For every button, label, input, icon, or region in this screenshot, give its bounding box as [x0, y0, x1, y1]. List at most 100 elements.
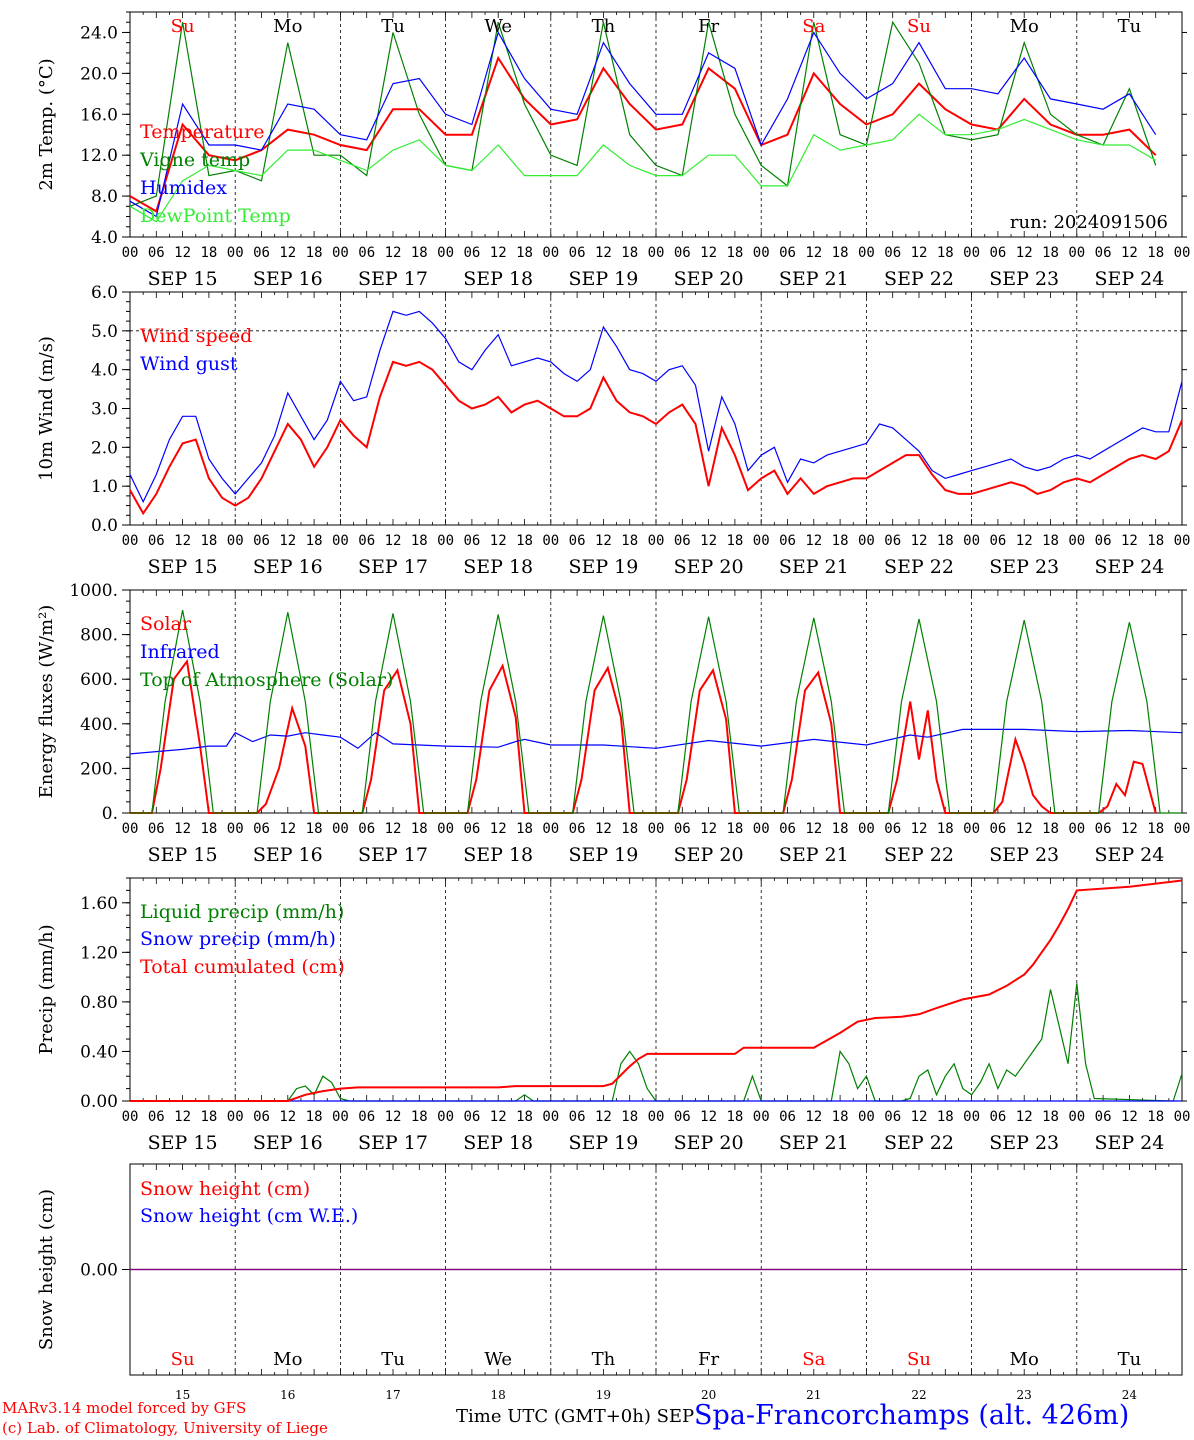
series-line: [130, 879, 1183, 1102]
hour-tick-label: 00: [858, 1109, 875, 1125]
hour-tick-label: 18: [516, 1109, 533, 1125]
weekday-label: Su: [171, 16, 195, 37]
hour-tick-label: 18: [1147, 533, 1164, 549]
hour-tick-label: 00: [332, 533, 349, 549]
date-label: SEP 15: [148, 1132, 218, 1154]
date-label: SEP 22: [884, 268, 954, 290]
hour-tick-label: 00: [858, 245, 875, 261]
hour-tick-label: 18: [621, 245, 638, 261]
weekday-label: Tu: [381, 16, 405, 37]
legend-entry: Top of Atmosphere (Solar): [140, 669, 393, 691]
hour-tick-label: 00: [1068, 821, 1085, 837]
date-label: SEP 22: [884, 1132, 954, 1154]
weekday-label: Fr: [698, 16, 719, 37]
hour-tick-label: 18: [726, 245, 743, 261]
hour-tick-label: 00: [858, 533, 875, 549]
hour-tick-label: 18: [726, 821, 743, 837]
hour-tick-label: 00: [122, 821, 139, 837]
hour-tick-label: 12: [1016, 821, 1033, 837]
hour-tick-label: 06: [779, 821, 796, 837]
legend-entry: Vigne temp: [139, 149, 250, 171]
hour-tick-label: 06: [674, 1109, 691, 1125]
date-label: SEP 18: [463, 556, 533, 578]
hour-tick-label: 12: [595, 821, 612, 837]
date-label: SEP 15: [148, 268, 218, 290]
hour-tick-label: 00: [332, 245, 349, 261]
hour-tick-label: 00: [437, 1109, 454, 1125]
hour-tick-label: 00: [437, 245, 454, 261]
hour-tick-label: 18: [937, 1109, 954, 1125]
series-line: [129, 30, 1157, 218]
hour-tick-label: 12: [1121, 1109, 1138, 1125]
hour-tick-label: 00: [122, 1109, 139, 1125]
y-tick-label: 400.: [80, 715, 118, 735]
date-label: SEP 17: [358, 844, 428, 866]
hour-tick-label: 18: [937, 821, 954, 837]
legend-entry: DewPoint Temp: [140, 205, 291, 227]
weekday-label: Th: [592, 1349, 616, 1370]
hour-tick-label: 12: [385, 821, 402, 837]
hour-tick-label: 06: [463, 533, 480, 549]
hour-tick-label: 06: [148, 245, 165, 261]
date-label: SEP 21: [779, 268, 849, 290]
hour-tick-label: 12: [595, 533, 612, 549]
date-label: SEP 20: [674, 844, 744, 866]
y-axis-label: Energy fluxes (W/m²): [36, 605, 57, 799]
hour-tick-label: 18: [832, 821, 849, 837]
y-axis-label: Snow height (cm): [36, 1189, 57, 1350]
station-title: Spa-Francorchamps (alt. 426m): [694, 1400, 1130, 1431]
date-label: SEP 20: [674, 268, 744, 290]
hour-tick-label: 00: [332, 1109, 349, 1125]
weekday-label: Mo: [273, 1349, 302, 1370]
hour-tick-label: 06: [989, 1109, 1006, 1125]
series-line: [129, 360, 1183, 516]
hour-tick-label: 00: [227, 1109, 244, 1125]
hour-tick-label: 06: [358, 821, 375, 837]
hour-tick-label: 12: [911, 821, 928, 837]
hour-tick-label: 18: [516, 245, 533, 261]
date-label: SEP 18: [463, 1132, 533, 1154]
date-label: SEP 16: [253, 556, 323, 578]
y-tick-label: 4.0: [91, 361, 118, 381]
hour-tick-label: 00: [332, 821, 349, 837]
date-label: SEP 19: [568, 556, 638, 578]
hour-tick-label: 06: [358, 533, 375, 549]
hour-tick-label: 06: [569, 245, 586, 261]
hour-tick-label: 00: [753, 1109, 770, 1125]
hour-tick-label: 06: [674, 533, 691, 549]
hour-tick-label: 06: [463, 821, 480, 837]
hour-tick-label: 18: [516, 533, 533, 549]
hour-tick-label: 06: [148, 821, 165, 837]
hour-tick-label: 18: [411, 821, 428, 837]
hour-tick-label: 06: [1095, 821, 1112, 837]
weekday-label: Mo: [1010, 16, 1039, 37]
date-label: SEP 23: [989, 268, 1059, 290]
hour-tick-label: 06: [674, 821, 691, 837]
hour-tick-label: 12: [385, 245, 402, 261]
y-tick-label: 600.: [80, 670, 118, 690]
hour-tick-label: 06: [1095, 1109, 1112, 1125]
hour-tick-label: 12: [700, 533, 717, 549]
hour-tick-label: 18: [200, 1109, 217, 1125]
hour-tick-label: 12: [595, 1109, 612, 1125]
hour-tick-label: 12: [385, 1109, 402, 1125]
hour-tick-label: 00: [648, 1109, 665, 1125]
y-tick-label: 16.0: [80, 105, 118, 125]
y-tick-label: 0.00: [80, 1092, 118, 1112]
day-number-label: 21: [806, 1388, 821, 1402]
weekday-label: Su: [171, 1349, 195, 1370]
hour-tick-label: 18: [726, 1109, 743, 1125]
y-tick-label: 5.0: [91, 322, 118, 342]
hour-tick-label: 00: [1174, 1109, 1191, 1125]
date-label: SEP 21: [779, 1132, 849, 1154]
hour-tick-label: 06: [569, 1109, 586, 1125]
weekday-label: Su: [907, 16, 931, 37]
hour-tick-label: 06: [989, 533, 1006, 549]
hour-tick-label: 18: [621, 821, 638, 837]
hour-tick-label: 12: [911, 533, 928, 549]
hour-tick-label: 00: [227, 821, 244, 837]
footer-model: MARv3.14 model forced by GFS: [2, 1399, 247, 1417]
weekday-label: Th: [592, 16, 616, 37]
hour-tick-label: 12: [1121, 533, 1138, 549]
y-tick-label: 24.0: [80, 23, 118, 43]
